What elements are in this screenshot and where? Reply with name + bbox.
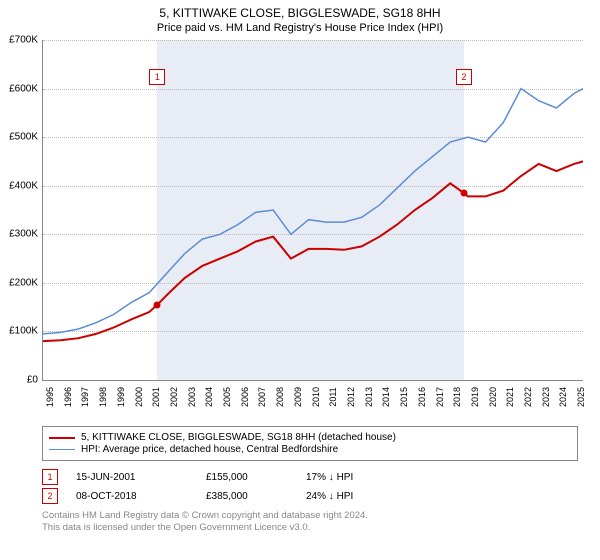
attribution-footer: Contains HM Land Registry data © Crown c… — [42, 510, 590, 535]
x-tick-label: 2015 — [399, 387, 409, 407]
sale-row: 2 08-OCT-2018£385,00024% ↓ HPI — [42, 488, 590, 504]
x-axis: 1995199619971998199920002001200220032004… — [42, 380, 582, 400]
line-svg — [43, 40, 583, 380]
legend-item: 5, KITTIWAKE CLOSE, BIGGLESWADE, SG18 8H… — [49, 432, 571, 443]
x-tick-label: 1997 — [80, 387, 90, 407]
y-tick-label: £300K — [9, 229, 38, 240]
title-address: 5, KITTIWAKE CLOSE, BIGGLESWADE, SG18 8H… — [0, 6, 600, 20]
x-tick-label: 2010 — [311, 387, 321, 407]
x-tick-label: 1998 — [98, 387, 108, 407]
sale-tag: 2 — [456, 69, 472, 85]
chart-titles: 5, KITTIWAKE CLOSE, BIGGLESWADE, SG18 8H… — [0, 0, 600, 34]
y-tick-label: £600K — [9, 83, 38, 94]
x-tick-label: 2023 — [541, 387, 551, 407]
sale-date: 15-JUN-2001 — [76, 472, 206, 483]
legend-swatch — [49, 437, 75, 439]
chart-area: £0£100K£200K£300K£400K£500K£600K£700K 12… — [42, 40, 590, 400]
x-tick-label: 2014 — [381, 387, 391, 407]
y-tick-label: £700K — [9, 35, 38, 46]
sale-marker — [154, 301, 161, 308]
series-line — [43, 161, 583, 341]
x-tick-label: 2008 — [275, 387, 285, 407]
x-tick-label: 2012 — [346, 387, 356, 407]
sale-vs-hpi: 24% ↓ HPI — [306, 491, 406, 502]
sale-price: £385,000 — [206, 491, 306, 502]
chart-footer-block: 5, KITTIWAKE CLOSE, BIGGLESWADE, SG18 8H… — [42, 426, 590, 535]
footer-line2: This data is licensed under the Open Gov… — [42, 522, 590, 534]
legend-swatch — [49, 449, 75, 450]
x-tick-label: 2020 — [488, 387, 498, 407]
legend-label: 5, KITTIWAKE CLOSE, BIGGLESWADE, SG18 8H… — [81, 432, 396, 443]
legend-label: HPI: Average price, detached house, Cent… — [81, 444, 338, 455]
sale-date: 08-OCT-2018 — [76, 491, 206, 502]
series-line — [43, 89, 583, 334]
x-tick-label: 2019 — [470, 387, 480, 407]
y-tick-label: £0 — [27, 375, 38, 386]
sale-row-tag: 2 — [42, 488, 58, 504]
title-subtitle: Price paid vs. HM Land Registry's House … — [0, 22, 600, 34]
y-tick-label: £500K — [9, 132, 38, 143]
x-tick-label: 2025 — [576, 387, 586, 407]
y-axis: £0£100K£200K£300K£400K£500K£600K£700K — [0, 40, 40, 380]
x-tick-label: 2000 — [134, 387, 144, 407]
x-tick-label: 2005 — [222, 387, 232, 407]
x-tick-label: 2009 — [293, 387, 303, 407]
x-tick-label: 2024 — [558, 387, 568, 407]
x-tick-label: 2017 — [435, 387, 445, 407]
x-tick-label: 2002 — [169, 387, 179, 407]
x-tick-label: 2018 — [452, 387, 462, 407]
sale-vs-hpi: 17% ↓ HPI — [306, 472, 406, 483]
x-tick-label: 1995 — [45, 387, 55, 407]
x-tick-label: 2007 — [257, 387, 267, 407]
sale-marker — [460, 190, 467, 197]
sale-row: 1 15-JUN-2001£155,00017% ↓ HPI — [42, 469, 590, 485]
y-tick-label: £100K — [9, 326, 38, 337]
y-tick-label: £400K — [9, 180, 38, 191]
x-tick-label: 2001 — [151, 387, 161, 407]
x-tick-label: 2003 — [187, 387, 197, 407]
x-tick-label: 2004 — [204, 387, 214, 407]
x-tick-label: 1999 — [116, 387, 126, 407]
plot-region: 12 — [42, 40, 583, 381]
legend-box: 5, KITTIWAKE CLOSE, BIGGLESWADE, SG18 8H… — [42, 426, 578, 461]
sale-row-tag: 1 — [42, 469, 58, 485]
x-tick-label: 2011 — [328, 387, 338, 406]
sales-table: 1 15-JUN-2001£155,00017% ↓ HPI 2 08-OCT-201… — [42, 469, 590, 504]
legend-item: HPI: Average price, detached house, Cent… — [49, 444, 571, 455]
x-tick-label: 2016 — [417, 387, 427, 407]
sale-price: £155,000 — [206, 472, 306, 483]
x-tick-label: 2022 — [523, 387, 533, 407]
footer-line1: Contains HM Land Registry data © Crown c… — [42, 510, 590, 522]
x-tick-label: 1996 — [63, 387, 73, 407]
y-tick-label: £200K — [9, 277, 38, 288]
x-tick-label: 2013 — [364, 387, 374, 407]
x-tick-label: 2006 — [240, 387, 250, 407]
x-tick-label: 2021 — [505, 387, 515, 407]
sale-tag: 1 — [149, 69, 165, 85]
